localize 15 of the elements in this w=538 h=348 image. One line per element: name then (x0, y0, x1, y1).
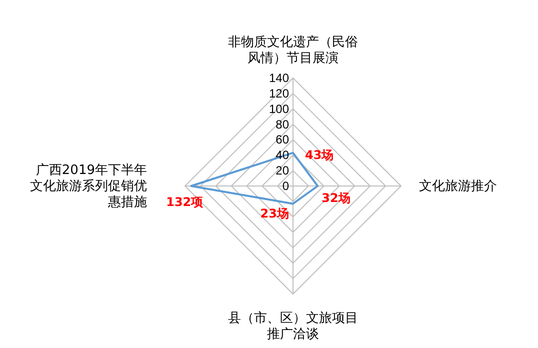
spoke-label: 县（市、区）文旅项目推广洽谈 (228, 311, 358, 342)
data-label: 132项 (166, 195, 204, 209)
spoke-label: 文化旅游推介 (419, 179, 497, 194)
data-label: 23场 (260, 206, 289, 221)
y-tick-label: 120 (268, 86, 290, 100)
y-tick-label: 20 (276, 164, 290, 178)
y-tick-label: 100 (268, 102, 290, 116)
spoke-label: 广西2019年下半年文化旅游系列促销优惠措施 (30, 163, 147, 210)
y-tick-label: 140 (268, 71, 290, 85)
data-label: 43场 (305, 148, 334, 162)
spoke-label: 非物质文化遗产（民俗风情）节目展演 (228, 35, 358, 66)
y-tick-label: 80 (276, 117, 290, 132)
data-label: 32场 (322, 191, 350, 205)
y-tick-label: 60 (276, 132, 290, 147)
y-tick-label: 0 (282, 179, 290, 193)
